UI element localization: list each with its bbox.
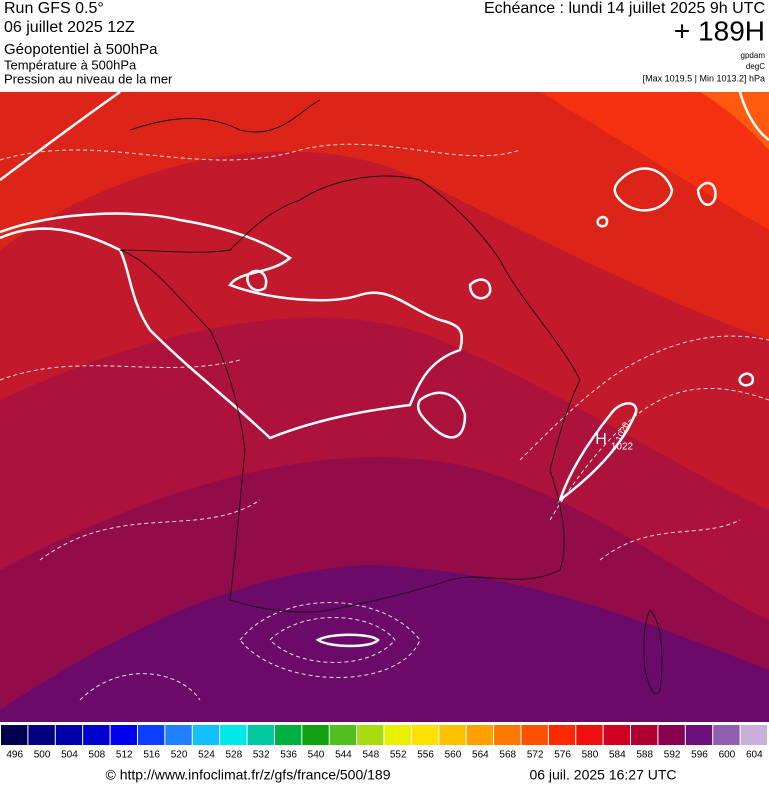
color-swatch — [329, 725, 357, 745]
color-swatch — [466, 725, 494, 745]
scale-label: 552 — [390, 750, 407, 761]
color-swatch — [548, 725, 576, 745]
scale-label: 528 — [225, 750, 242, 761]
color-scale: 496 500 504 508 512 516 520 524 528 532 536 540 544 5… — [1, 725, 767, 761]
color-swatch — [631, 725, 658, 745]
scale-label: 532 — [253, 750, 270, 761]
scale-label: 516 — [143, 750, 160, 761]
color-swatch — [1, 725, 28, 745]
scale-label: 580 — [582, 750, 599, 761]
scale-label: 596 — [691, 750, 708, 761]
scale-label: 500 — [34, 750, 51, 761]
scale-label: 496 — [6, 750, 23, 761]
scale-label: 568 — [499, 750, 516, 761]
color-swatch — [439, 725, 466, 745]
color-swatch — [603, 725, 631, 745]
scale-label: 604 — [746, 750, 763, 761]
color-swatch — [494, 725, 521, 745]
color-swatch — [713, 725, 740, 745]
color-swatch — [220, 725, 247, 745]
color-swatch — [411, 725, 439, 745]
color-swatch — [165, 725, 192, 745]
color-swatch — [521, 725, 548, 745]
timestamp: 06 juil. 2025 16:27 UTC — [529, 767, 676, 783]
scale-label: 504 — [61, 750, 78, 761]
color-swatch — [740, 725, 767, 745]
field-band — [540, 92, 769, 230]
color-swatch — [110, 725, 137, 745]
forecast-time: Echéance : lundi 14 juillet 2025 9h UTC — [484, 0, 765, 17]
field-title: Géopotentiel à 500hPa — [4, 41, 158, 58]
field-subtitle: Pression au niveau de la mer — [4, 71, 173, 86]
color-swatch — [192, 725, 220, 745]
color-swatch — [137, 725, 165, 745]
high-pressure-label: H — [595, 431, 607, 448]
scale-label: 540 — [308, 750, 325, 761]
scale-label: 536 — [280, 750, 297, 761]
color-swatch — [357, 725, 384, 745]
scale-label: 548 — [362, 750, 379, 761]
color-swatch — [685, 725, 713, 745]
map-field — [0, 92, 769, 722]
map: H 1020 1022 — [0, 92, 769, 722]
scale-label: 592 — [664, 750, 681, 761]
field-subtitle: Température à 500hPa — [4, 57, 137, 72]
max-min: [Max 1019.5 | Min 1013.2] hPa — [643, 73, 765, 83]
scale-label: 584 — [609, 750, 626, 761]
run-date: 06 juillet 2025 12Z — [4, 19, 135, 36]
color-swatch — [274, 725, 302, 745]
scale-label: 544 — [335, 750, 352, 761]
source-url: © http://www.infoclimat.fr/z/gfs/france/… — [106, 767, 391, 783]
color-swatch — [384, 725, 411, 745]
geopotential-contours — [0, 92, 769, 648]
color-swatch — [576, 725, 603, 745]
scale-label: 572 — [527, 750, 544, 761]
scale-label: 576 — [554, 750, 571, 761]
scale-label: 600 — [719, 750, 736, 761]
color-swatch — [658, 725, 685, 745]
color-swatch — [55, 725, 83, 745]
pressure-value: 1022 — [611, 442, 634, 453]
color-swatch — [302, 725, 329, 745]
color-swatch — [83, 725, 110, 745]
field-band — [700, 92, 769, 150]
field-band — [0, 565, 769, 722]
scale-label: 556 — [417, 750, 434, 761]
scale-label: 564 — [472, 750, 489, 761]
scale-label: 588 — [636, 750, 653, 761]
scale-label: 560 — [445, 750, 462, 761]
coastlines — [119, 99, 663, 695]
scale-label: 508 — [89, 750, 106, 761]
unit: degC — [746, 62, 765, 71]
pressure-contours — [0, 143, 769, 701]
lead-time: + 189H — [674, 15, 765, 46]
scale-label: 512 — [116, 750, 133, 761]
unit: gpdam — [741, 51, 766, 60]
color-swatch — [247, 725, 274, 745]
color-swatch — [28, 725, 55, 745]
scale-label: 524 — [198, 750, 215, 761]
scale-label: 520 — [171, 750, 188, 761]
run-title: Run GFS 0.5° — [4, 0, 104, 17]
